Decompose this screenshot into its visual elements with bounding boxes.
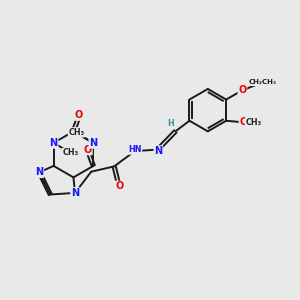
Text: O: O	[116, 182, 124, 191]
Text: O: O	[238, 85, 247, 94]
Text: N: N	[71, 188, 79, 198]
Text: CH₃: CH₃	[68, 128, 85, 137]
Text: N: N	[50, 138, 58, 148]
Text: CH₃: CH₃	[62, 148, 78, 158]
Text: CH₂CH₃: CH₂CH₃	[249, 80, 277, 85]
Text: CH₃: CH₃	[245, 118, 262, 127]
Text: O: O	[239, 117, 248, 127]
Text: HN: HN	[128, 145, 142, 154]
Text: N: N	[154, 146, 162, 156]
Text: N: N	[35, 167, 44, 177]
Text: O: O	[75, 110, 83, 120]
Text: N: N	[89, 138, 98, 148]
Text: H: H	[167, 119, 174, 128]
Text: O: O	[84, 145, 92, 154]
